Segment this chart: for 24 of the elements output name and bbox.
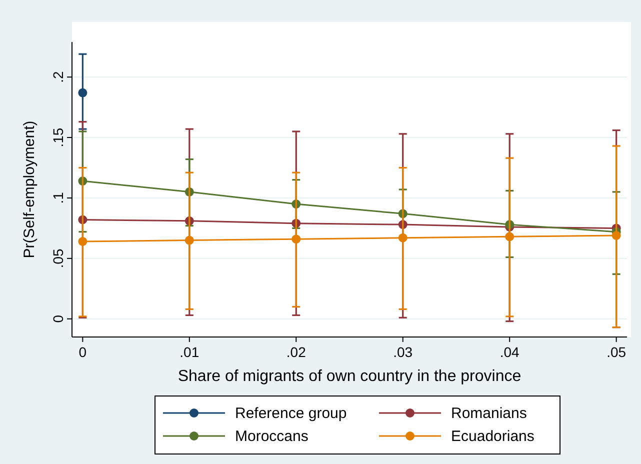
point bbox=[505, 232, 514, 242]
point bbox=[612, 230, 621, 240]
point bbox=[78, 88, 88, 98]
x-tick-label: .04 bbox=[500, 344, 520, 360]
y-tick-label: .2 bbox=[50, 71, 66, 83]
point bbox=[78, 236, 88, 246]
y-tick-label: 0 bbox=[50, 314, 66, 323]
x-tick-label: .02 bbox=[286, 344, 306, 360]
point bbox=[184, 236, 194, 245]
point bbox=[292, 234, 301, 244]
x-tick-label: .05 bbox=[606, 344, 626, 360]
y-axis-title: Pr(Self-employment) bbox=[21, 120, 38, 258]
legend-label: Romanians bbox=[451, 405, 527, 422]
y-tick-label: .05 bbox=[50, 248, 66, 268]
y-tick-label: .1 bbox=[50, 192, 66, 204]
legend-label: Ecuadorians bbox=[451, 428, 534, 445]
x-tick-label: .01 bbox=[180, 344, 200, 360]
x-tick-label: 0 bbox=[78, 344, 87, 360]
x-tick-label: .03 bbox=[393, 344, 413, 360]
y-tick-label: .15 bbox=[50, 128, 66, 148]
legend-label: Reference group bbox=[235, 405, 347, 422]
legend-label: Moroccans bbox=[235, 428, 308, 445]
x-axis-title: Share of migrants of own country in the province bbox=[178, 368, 522, 385]
point bbox=[398, 233, 408, 242]
